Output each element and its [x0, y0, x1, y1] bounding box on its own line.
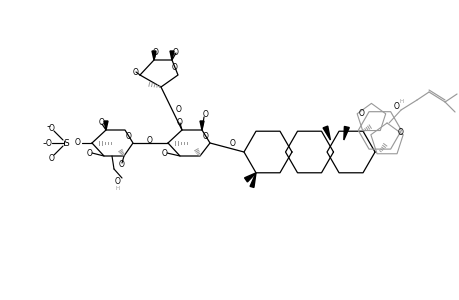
- Polygon shape: [200, 121, 203, 130]
- Text: H: H: [116, 185, 120, 190]
- Text: O: O: [202, 110, 208, 118]
- Text: O: O: [126, 131, 132, 140]
- Polygon shape: [170, 51, 174, 60]
- Text: O: O: [49, 124, 55, 133]
- Text: O: O: [176, 104, 182, 113]
- Text: O: O: [358, 109, 364, 118]
- Polygon shape: [343, 126, 348, 140]
- Polygon shape: [151, 51, 156, 60]
- Text: O: O: [119, 160, 125, 169]
- Text: O: O: [49, 154, 55, 163]
- Text: O: O: [177, 118, 183, 127]
- Text: H: H: [399, 98, 403, 104]
- Text: O: O: [393, 101, 399, 110]
- Text: O: O: [147, 136, 152, 145]
- Text: O: O: [133, 68, 139, 76]
- Text: O: O: [75, 137, 81, 146]
- Text: O: O: [230, 139, 235, 148]
- Polygon shape: [104, 121, 108, 130]
- Text: O: O: [397, 128, 403, 136]
- Polygon shape: [244, 173, 256, 182]
- Text: S: S: [63, 139, 69, 148]
- Text: -: -: [42, 138, 46, 148]
- Polygon shape: [250, 173, 256, 188]
- Text: O: O: [46, 139, 52, 148]
- Text: O: O: [162, 148, 168, 158]
- Text: O: O: [172, 62, 178, 71]
- Text: -: -: [46, 121, 50, 131]
- Text: O: O: [173, 47, 179, 56]
- Text: O: O: [153, 47, 159, 56]
- Text: O: O: [99, 118, 105, 127]
- Text: O: O: [202, 131, 208, 140]
- Polygon shape: [322, 126, 330, 140]
- Text: O: O: [115, 176, 121, 185]
- Text: O: O: [87, 148, 93, 158]
